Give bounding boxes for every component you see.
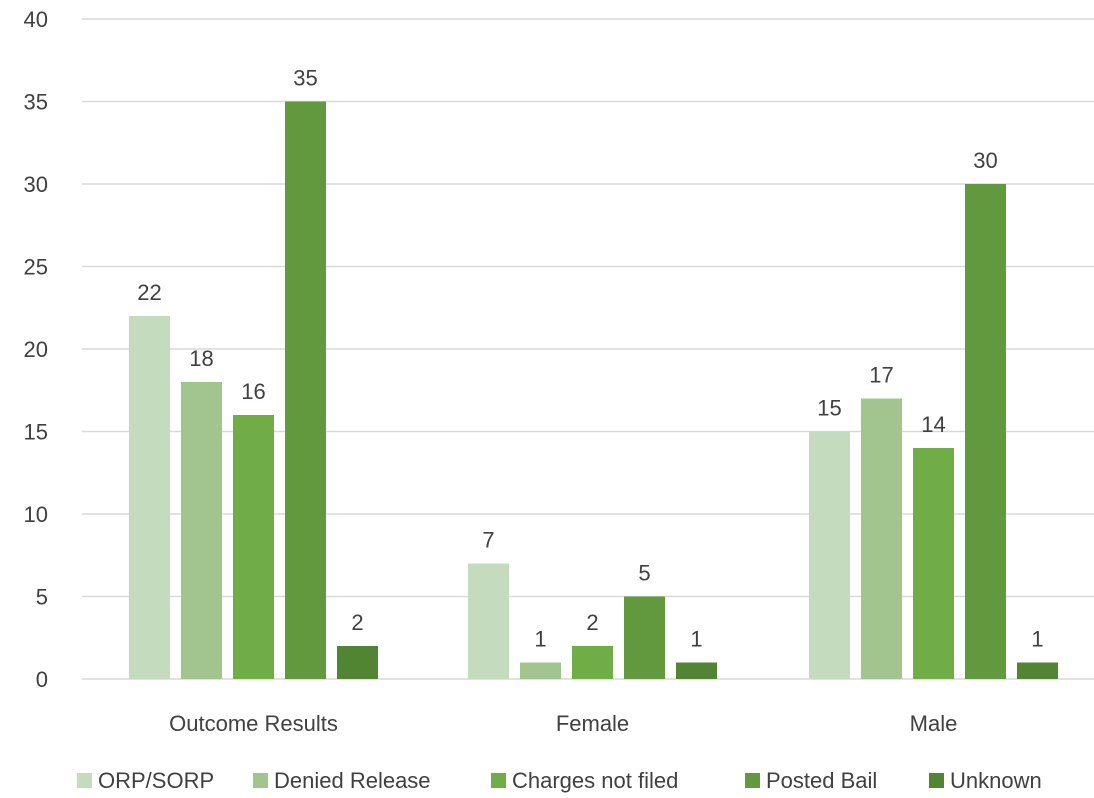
bar (965, 184, 1006, 679)
data-label: 7 (482, 528, 494, 553)
legend-swatch (491, 773, 506, 788)
data-label: 2 (351, 610, 363, 635)
y-tick-label: 0 (36, 667, 48, 692)
y-tick-label: 40 (24, 7, 48, 32)
legend-swatch (929, 773, 944, 788)
y-tick-label: 30 (24, 172, 48, 197)
bar (468, 563, 509, 679)
y-tick-label: 25 (24, 255, 48, 280)
data-label: 30 (973, 148, 997, 173)
legend-label: Unknown (950, 768, 1042, 793)
data-label: 15 (817, 396, 841, 421)
data-label: 1 (1031, 627, 1043, 652)
x-tick-label: Outcome Results (169, 711, 338, 736)
data-label: 1 (690, 627, 702, 652)
legend-swatch (745, 773, 760, 788)
data-label: 16 (241, 379, 265, 404)
y-tick-label: 5 (36, 585, 48, 610)
y-tick-label: 20 (24, 337, 48, 362)
legend-label: ORP/SORP (98, 768, 214, 793)
y-tick-label: 10 (24, 502, 48, 527)
data-label: 18 (189, 346, 213, 371)
data-label: 14 (921, 412, 945, 437)
x-axis-ticks: Outcome Results Female Male (169, 711, 957, 736)
data-label: 2 (586, 610, 598, 635)
bar (233, 415, 274, 679)
data-label: 1 (534, 627, 546, 652)
bar (861, 398, 902, 679)
legend-label: Charges not filed (512, 768, 678, 793)
y-tick-label: 15 (24, 420, 48, 445)
x-tick-label: Male (910, 711, 958, 736)
x-tick-label: Female (556, 711, 629, 736)
data-label: 22 (137, 280, 161, 305)
bar (913, 448, 954, 679)
y-tick-label: 35 (24, 90, 48, 115)
data-label: 35 (293, 66, 317, 91)
data-label: 17 (869, 363, 893, 388)
bar (1017, 662, 1058, 679)
bar (129, 316, 170, 679)
legend-label: Posted Bail (766, 768, 877, 793)
bars (129, 101, 1058, 679)
legend-swatch (77, 773, 92, 788)
legend-label: Denied Release (274, 768, 431, 793)
bar (809, 431, 850, 679)
data-label: 5 (638, 561, 650, 586)
bar (181, 382, 222, 679)
legend-swatch (253, 773, 268, 788)
y-axis-ticks: 0 5 10 15 20 25 30 35 40 (24, 7, 48, 692)
bar (337, 646, 378, 679)
bar (520, 662, 561, 679)
bar (676, 662, 717, 679)
legend: ORP/SORP Denied Release Charges not filed P… (77, 768, 1042, 793)
bar (572, 646, 613, 679)
bar (624, 596, 665, 679)
bar (285, 101, 326, 679)
